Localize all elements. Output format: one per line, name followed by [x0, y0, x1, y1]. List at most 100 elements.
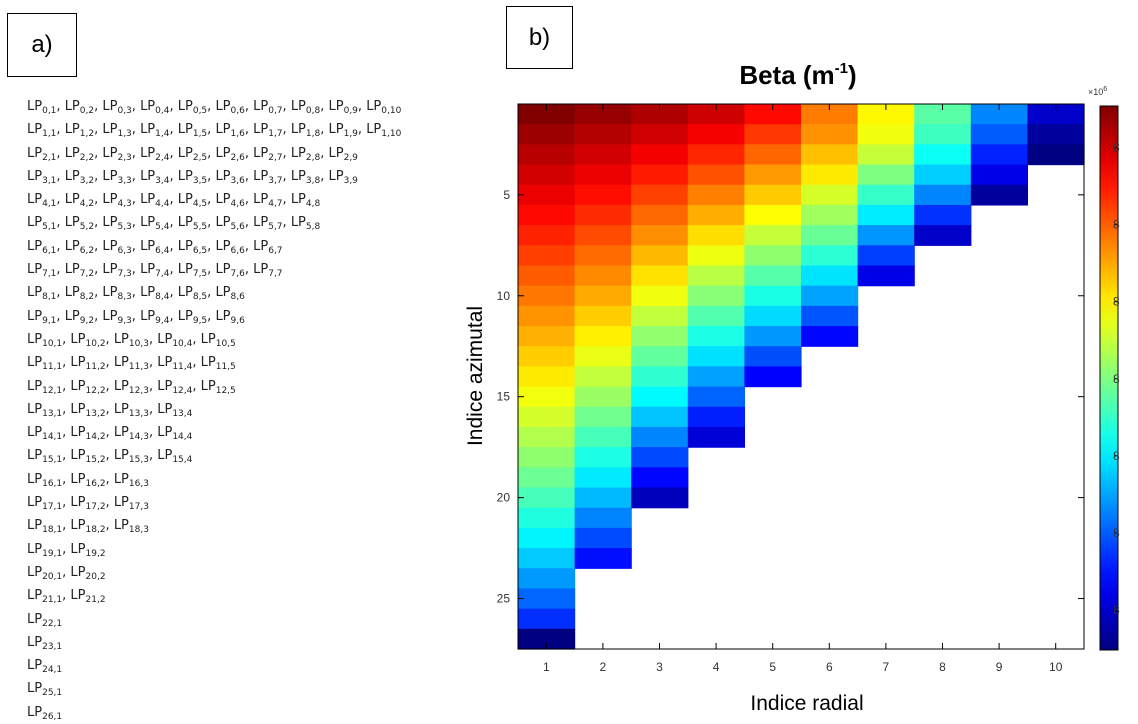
heatmap-cell: [970, 164, 1028, 186]
lp-mode-item: LP18,3: [113, 518, 149, 536]
lp-mode-item: LP22,1: [27, 611, 63, 629]
heatmap-cells: [518, 104, 1085, 650]
heatmap-cell: [631, 346, 689, 368]
lp-mode-item: LP16,3: [113, 471, 149, 489]
heatmap-cell: [518, 265, 576, 287]
lp-mode-row: LP13,1, LP13,2, LP13,3, LP13,4: [27, 401, 193, 419]
heatmap-cell: [970, 104, 1028, 125]
heatmap-cell: [801, 124, 859, 145]
lp-mode-item: LP21,2: [70, 588, 106, 606]
lp-mode-row: LP16,1, LP16,2, LP16,3: [27, 471, 149, 489]
lp-mode-item: LP20,2: [70, 564, 106, 582]
heatmap-cell: [574, 386, 632, 408]
lp-mode-item: LP24,1: [27, 658, 63, 676]
lp-mode-list: LP0,1, LP0,2, LP0,3, LP0,4, LP0,5, LP0,6…: [27, 95, 401, 724]
heatmap-cell: [631, 305, 689, 327]
lp-mode-item: LP4,2: [64, 192, 95, 210]
lp-mode-item: LP3,3: [102, 168, 132, 186]
heatmap-cell: [574, 305, 632, 327]
lp-mode-item: LP1,6: [215, 122, 245, 140]
heatmap-cell: [857, 184, 915, 206]
lp-mode-item: LP21,1: [27, 588, 63, 606]
heatmap-cell: [631, 386, 689, 408]
heatmap-cell: [801, 265, 859, 287]
lp-mode-item: LP3,9: [328, 168, 358, 186]
lp-mode-item: LP17,1: [27, 495, 63, 513]
lp-mode-item: LP17,2: [70, 495, 106, 513]
lp-mode-item: LP6,4: [140, 238, 170, 256]
heatmap-cell: [801, 204, 859, 226]
lp-mode-item: LP13,1: [27, 401, 63, 419]
lp-mode-item: LP4,8: [290, 192, 321, 210]
heatmap-cell: [518, 305, 576, 327]
lp-mode-item: LP0,8: [290, 99, 321, 116]
heatmap-cell: [574, 467, 632, 489]
heatmap-cell: [574, 265, 632, 287]
lp-mode-row: LP0,1, LP0,2, LP0,3, LP0,4, LP0,5, LP0,6…: [27, 99, 402, 116]
lp-mode-item: LP14,2: [70, 425, 106, 443]
x-tick-label: 10: [1049, 660, 1063, 674]
heatmap-cell: [574, 245, 632, 267]
lp-mode-item: LP7,5: [177, 262, 208, 280]
lp-mode-item: LP8,3: [102, 285, 132, 303]
heatmap-cell: [801, 104, 859, 125]
lp-mode-item: LP11,1: [27, 355, 63, 373]
heatmap-cell: [914, 104, 972, 125]
heatmap-cell: [744, 265, 802, 287]
lp-mode-row: LP11,1, LP11,2, LP11,3, LP11,4, LP11,5: [27, 355, 236, 373]
lp-mode-item: LP2,4: [140, 145, 170, 163]
lp-mode-item: LP19,2: [70, 541, 106, 559]
heatmap-cell: [518, 588, 576, 610]
lp-mode-item: LP5,6: [215, 215, 245, 233]
heatmap-cell: [631, 406, 689, 428]
lp-mode-item: LP12,4: [157, 378, 193, 396]
lp-mode-item: LP6,3: [102, 238, 132, 256]
heatmap-cell: [744, 366, 802, 388]
heatmap-cell: [687, 426, 745, 448]
lp-mode-row: LP25,1: [27, 677, 401, 700]
lp-mode-row: LP24,1: [27, 654, 401, 677]
lp-mode-row: LP19,1, LP19,2: [27, 541, 106, 559]
heatmap-cell: [801, 285, 859, 307]
lp-mode-item: LP0,6: [215, 99, 245, 116]
lp-mode-item: LP23,1: [27, 634, 63, 652]
lp-mode-item: LP3,1: [27, 168, 57, 186]
heatmap-cell: [914, 164, 972, 186]
heatmap-cell: [1027, 144, 1085, 166]
lp-mode-item: LP18,2: [70, 518, 106, 536]
lp-mode-item: LP12,1: [27, 378, 63, 396]
lp-mode-item: LP9,4: [140, 308, 170, 326]
heatmap-cell: [574, 447, 632, 468]
heatmap-cell: [518, 285, 576, 307]
heatmap-cell: [744, 184, 802, 206]
lp-mode-item: LP3,8: [290, 168, 321, 186]
lp-mode-row: LP26,1: [27, 701, 401, 724]
heatmap-cell: [518, 144, 576, 166]
heatmap-cell: [744, 124, 802, 145]
y-axis-ticks: 5 10 15 20 25: [497, 188, 1084, 606]
lp-mode-item: LP12,2: [70, 378, 106, 396]
lp-mode-item: LP13,3: [113, 401, 149, 419]
x-tick-label: 5: [769, 660, 776, 674]
lp-mode-item: LP8,5: [177, 285, 208, 303]
lp-mode-item: LP4,7: [253, 192, 283, 210]
heatmap-cell: [687, 104, 745, 125]
heatmap-cell: [631, 447, 689, 468]
lp-mode-item: LP2,6: [215, 145, 245, 163]
heatmap-cell: [744, 225, 802, 246]
x-axis-label: Indice radial: [750, 692, 863, 715]
heatmap-cell: [970, 184, 1028, 206]
heatmap-cell: [744, 305, 802, 327]
heatmap-cell: [687, 144, 745, 166]
lp-mode-item: LP1,9: [328, 122, 358, 140]
heatmap-cell: [801, 225, 859, 246]
lp-mode-item: LP5,2: [64, 215, 95, 233]
lp-mode-item: LP12,5: [200, 378, 236, 396]
lp-mode-row: LP3,1, LP3,2, LP3,3, LP3,4, LP3,5, LP3,6…: [27, 168, 358, 186]
lp-mode-item: LP15,2: [70, 448, 106, 466]
heatmap-cell: [631, 144, 689, 166]
y-tick-label: 20: [497, 491, 511, 505]
x-tick-label: 1: [543, 660, 550, 674]
lp-mode-item: LP7,7: [253, 262, 283, 280]
lp-mode-item: LP1,8: [290, 122, 321, 140]
